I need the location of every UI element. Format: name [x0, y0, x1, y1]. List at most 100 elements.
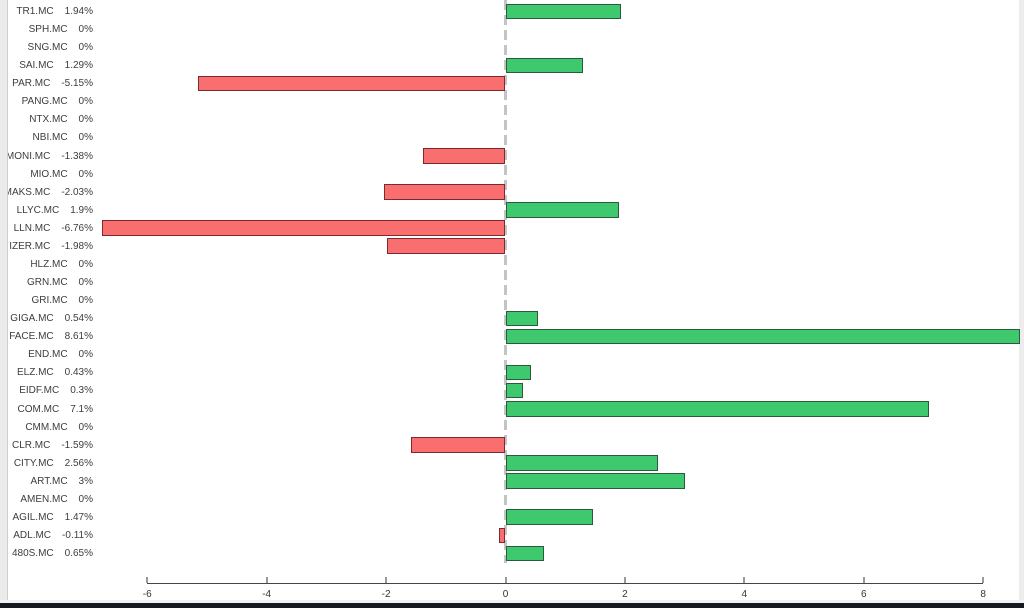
x-axis-tick-label: 8	[980, 589, 986, 600]
positive-bar[interactable]	[505, 3, 622, 19]
negative-bar[interactable]	[423, 148, 506, 164]
table-row: ELZ.MC 0.43%	[0, 364, 1024, 382]
positive-bar[interactable]	[505, 310, 538, 327]
positive-bar[interactable]	[505, 382, 524, 399]
row-label: NTX.MC 0%	[0, 111, 93, 129]
row-label: SAI.MC 1.29%	[0, 57, 93, 75]
row-label: NBI.MC 0%	[0, 129, 93, 147]
ticker-label: PAR.MC	[12, 78, 51, 90]
table-row: AMEN.MC 0%	[0, 490, 1024, 508]
positive-bar[interactable]	[505, 473, 685, 489]
ticker-label: SPH.MC	[28, 24, 68, 36]
ticker-label: SAI.MC	[19, 60, 54, 72]
x-axis-tick-label: -4	[262, 589, 272, 600]
positive-bar[interactable]	[505, 328, 1020, 345]
negative-bar[interactable]	[197, 75, 506, 92]
row-label: SPH.MC 0%	[0, 21, 93, 39]
x-axis-tick-label: 6	[860, 589, 867, 600]
change-value: 1.29%	[64, 60, 93, 72]
row-label: ART.MC 3%	[0, 472, 94, 490]
change-value: 0%	[78, 96, 93, 108]
negative-bar[interactable]	[410, 437, 506, 453]
change-value: 0%	[78, 114, 93, 126]
change-value: 1.94%	[64, 6, 93, 17]
table-row: CMM.MC 0%	[0, 418, 1024, 436]
table-row: SPH.MC 0%	[0, 21, 1024, 39]
bottom-window-edge	[0, 603, 1024, 608]
change-value: -2.03%	[61, 186, 93, 198]
negative-bar[interactable]	[384, 184, 506, 200]
positive-bar[interactable]	[505, 509, 594, 525]
x-axis-tick	[265, 577, 268, 583]
row-label: AGIL.MC 1.47%	[0, 508, 93, 526]
ticker-label: MAKS.MC	[3, 186, 51, 198]
row-label: TR1.MC 1.94%	[0, 3, 93, 21]
change-value: 0%	[78, 24, 93, 36]
positive-bar[interactable]	[505, 401, 930, 417]
table-row: 480S.MC 0.65%	[0, 545, 1024, 563]
status-strip	[0, 600, 1024, 603]
table-row: CLR.MC -1.59%	[0, 436, 1024, 454]
ticker-label: COM.MC	[17, 403, 60, 415]
table-row: EIDF.MC 0.3%	[0, 382, 1024, 400]
row-label: COM.MC 7.1%	[0, 400, 93, 418]
row-label: GRN.MC 0%	[0, 274, 93, 292]
x-axis-tick	[743, 577, 746, 583]
change-value: 0.54%	[64, 313, 93, 325]
row-label: MAKS.MC -2.03%	[0, 183, 93, 201]
change-value: -1.59%	[61, 439, 93, 451]
table-row: TR1.MC 1.94%	[0, 3, 1024, 21]
ticker-label: 480S.MC	[11, 548, 54, 560]
change-value: 0%	[78, 258, 93, 270]
table-row: GRI.MC 0%	[0, 292, 1024, 310]
change-value: 0%	[78, 42, 93, 54]
negative-bar[interactable]	[101, 220, 506, 236]
ticker-label: CMM.MC	[25, 421, 68, 433]
row-label: END.MC 0%	[0, 346, 93, 364]
change-value: 3%	[78, 475, 93, 487]
change-value: 2.56%	[64, 457, 93, 469]
right-scrollbar[interactable]	[1019, 0, 1024, 600]
table-row: LLYC.MC 1.9%	[0, 201, 1024, 219]
change-value: 0%	[78, 421, 93, 433]
positive-bar[interactable]	[505, 57, 583, 74]
change-value: 7.1%	[70, 403, 93, 415]
table-row: IZER.MC -1.98%	[0, 237, 1024, 255]
positive-bar[interactable]	[505, 545, 545, 562]
table-row: PAR.MC -5.15%	[0, 75, 1024, 93]
ticker-label: LLYC.MC	[16, 204, 60, 216]
change-value: 0%	[78, 277, 93, 289]
positive-bar[interactable]	[505, 455, 659, 471]
change-value: -1.38%	[61, 150, 93, 162]
table-row: HLZ.MC 0%	[0, 255, 1024, 273]
change-value: 0%	[78, 295, 93, 307]
negative-bar[interactable]	[498, 527, 506, 544]
change-value: 1.9%	[70, 204, 93, 216]
negative-bar[interactable]	[387, 238, 506, 254]
row-label: FACE.MC 8.61%	[0, 328, 93, 346]
row-label: PANG.MC 0%	[0, 93, 93, 111]
table-row: GIGA.MC 0.54%	[0, 310, 1024, 328]
x-axis-tick	[623, 577, 626, 583]
ticker-label: HLZ.MC	[30, 258, 68, 270]
row-label: GRI.MC 0%	[0, 292, 93, 310]
table-row: ART.MC 3%	[0, 472, 1024, 490]
table-row: PANG.MC 0%	[0, 93, 1024, 111]
change-value: 1.47%	[64, 511, 93, 523]
x-axis-tick-label: -6	[142, 589, 152, 600]
ticker-label: ELZ.MC	[16, 367, 54, 379]
ticker-label: PANG.MC	[21, 96, 68, 108]
x-axis-tick-label: -2	[381, 589, 391, 600]
x-axis-tick-label: 2	[622, 589, 628, 600]
positive-bar[interactable]	[505, 364, 532, 381]
row-label: ELZ.MC 0.43%	[0, 364, 93, 382]
ticker-label: LLN.MC	[13, 222, 51, 234]
positive-bar[interactable]	[505, 202, 619, 218]
row-label: GIGA.MC 0.54%	[0, 310, 93, 328]
ticker-label: EIDF.MC	[19, 385, 60, 397]
ticker-label: SNG.MC	[27, 42, 68, 54]
left-scrollbar[interactable]	[0, 0, 8, 608]
ticker-label: GIGA.MC	[10, 313, 54, 325]
row-label: SNG.MC 0%	[0, 39, 93, 57]
